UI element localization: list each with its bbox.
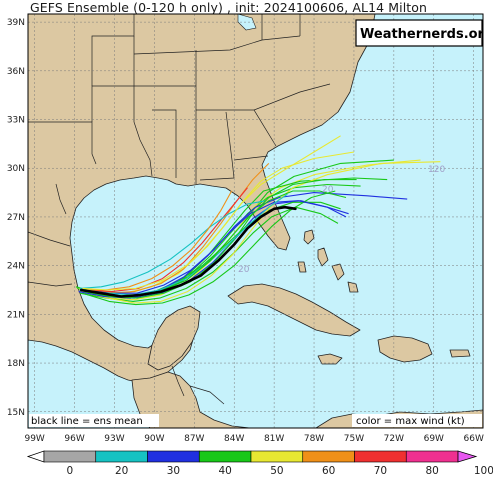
lon-tick-label: 72W — [384, 434, 404, 444]
hour-label-20-a: 20 — [322, 185, 334, 195]
member-track — [79, 193, 288, 296]
latitude-labels: 39N 36N 33N 30N 27N 24N 21N 18N 15N — [7, 18, 25, 418]
lat-tick-label: 30N — [7, 164, 25, 174]
plot-area: 120 20 20 Weathernerds.org black line = … — [28, 14, 493, 428]
colorbar-labels: 0 20 30 40 50 60 70 80 100 — [67, 465, 493, 477]
lon-tick-label: 90W — [144, 434, 164, 444]
brand-label: Weathernerds.org — [360, 27, 493, 42]
member-track — [79, 200, 267, 289]
bahamas-2 — [317, 247, 329, 267]
colorbar-bin — [198, 450, 252, 463]
hour-label-20-b: 20 — [238, 265, 250, 275]
hispaniola — [377, 335, 433, 363]
colorbar — [26, 450, 478, 463]
jamaica — [317, 353, 343, 365]
lon-tick-label: 84W — [224, 434, 244, 444]
member-track — [79, 206, 339, 302]
lat-tick-label: 39N — [7, 18, 25, 28]
political-borders — [28, 14, 331, 405]
lon-tick-label: 96W — [64, 434, 84, 444]
lon-tick-label: 75W — [344, 434, 364, 444]
hour-label-120: 120 — [428, 165, 445, 175]
lat-tick-label: 15N — [7, 408, 25, 418]
colorbar-tick-label: 70 — [374, 465, 387, 477]
bahamas-5 — [297, 261, 307, 273]
colorbar-tick-label: 40 — [218, 465, 231, 477]
colorbar-bin — [147, 450, 200, 463]
colorbar-tick-label: 80 — [425, 465, 438, 477]
colorbar-tick-label: 0 — [67, 465, 74, 477]
colorbar-over — [457, 450, 478, 463]
lon-tick-label: 93W — [104, 434, 124, 444]
colorbar-bin — [405, 450, 459, 463]
lat-tick-label: 18N — [7, 359, 25, 369]
bahamas-4 — [347, 281, 359, 293]
lon-tick-label: 99W — [24, 434, 44, 444]
graticule — [28, 14, 483, 428]
bahamas-1 — [303, 229, 315, 245]
ensemble-mean-track — [79, 205, 297, 298]
colorbar-tick-label: 20 — [115, 465, 128, 477]
map-title: GEFS Ensemble (0-120 h only) , init: 202… — [30, 0, 428, 15]
ensemble-mean-layer — [79, 205, 297, 298]
colorbar-bin — [43, 450, 97, 463]
note-right: color = max wind (kt) — [356, 416, 465, 427]
lat-tick-label: 33N — [7, 116, 25, 126]
colorbar-tick-label: 100 — [474, 465, 493, 477]
colorbar-tick-label: 60 — [322, 465, 335, 477]
lon-tick-label: 81W — [264, 434, 284, 444]
member-track — [82, 151, 355, 291]
colorbar-bin — [302, 450, 355, 463]
member-track — [81, 190, 233, 291]
cuba — [227, 283, 361, 337]
lon-tick-label: 66W — [464, 434, 484, 444]
ensemble-tracks — [75, 135, 441, 306]
colorbar-tick-label: 30 — [167, 465, 180, 477]
brand-box[interactable]: Weathernerds.org — [355, 19, 493, 47]
yucatan — [147, 305, 201, 371]
member-track — [83, 179, 357, 299]
member-track — [81, 161, 441, 304]
colorbar-tick-label: 50 — [270, 465, 283, 477]
puerto-rico — [449, 349, 471, 358]
colorbar-under — [26, 450, 45, 463]
colorbar-bin — [250, 450, 304, 463]
lon-tick-label: 69W — [424, 434, 444, 444]
lat-tick-label: 27N — [7, 213, 25, 223]
note-left-bg — [29, 414, 159, 427]
bahamas-3 — [331, 263, 345, 281]
lat-tick-label: 21N — [7, 310, 25, 320]
note-left: black line = ens mean — [31, 416, 143, 427]
colorbar-bin — [95, 450, 148, 463]
plot-frame — [27, 13, 484, 429]
lakes — [237, 14, 257, 31]
lat-tick-label: 36N — [7, 67, 25, 77]
note-right-bg — [352, 414, 482, 427]
lat-tick-label: 24N — [7, 262, 25, 272]
lon-tick-label: 78W — [304, 434, 324, 444]
lon-tick-label: 87W — [184, 434, 204, 444]
member-track — [83, 187, 248, 293]
longitude-labels: 99W 96W 93W 90W 87W 84W 81W 78W 75W 72W 69W 66W — [24, 434, 483, 444]
colorbar-bin — [354, 450, 407, 463]
